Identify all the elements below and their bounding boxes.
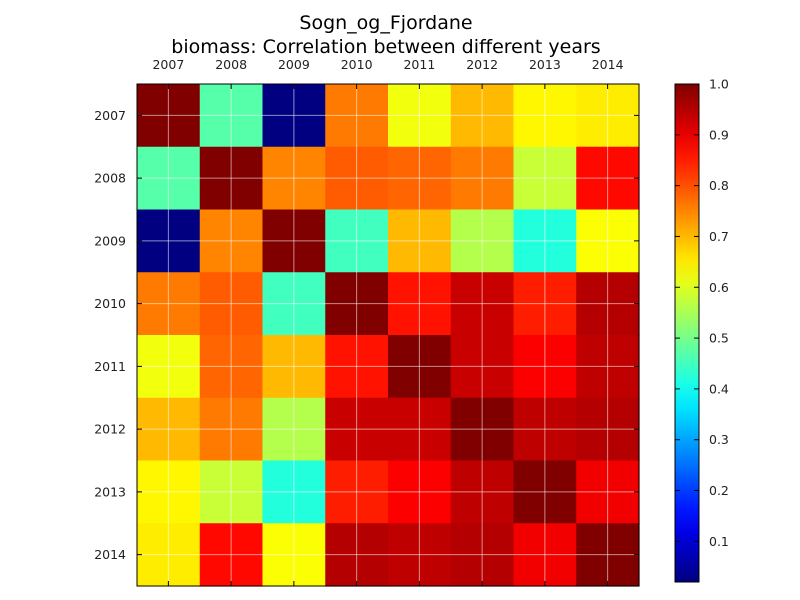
- chart-title: Sogn_og_Fjordane: [299, 12, 473, 34]
- chart-subtitle: biomass: Correlation between different y…: [171, 36, 601, 58]
- x-tick-label: 2009: [278, 57, 310, 72]
- x-tick-label: 2007: [152, 57, 184, 72]
- y-tick-label: 2014: [94, 547, 126, 562]
- x-tick-label: 2014: [592, 57, 624, 72]
- colorbar-tick-label: 0.2: [709, 483, 729, 498]
- x-tick-label: 2012: [466, 57, 498, 72]
- colorbar-tick-label: 0.9: [709, 127, 729, 142]
- y-tick-label: 2011: [94, 359, 126, 374]
- y-tick-label: 2008: [94, 171, 126, 186]
- y-tick-label: 2007: [94, 108, 126, 123]
- colorbar-tick-label: 0.3: [709, 432, 729, 447]
- x-tick-label: 2011: [403, 57, 435, 72]
- plot-frame: [136, 83, 640, 587]
- colorbar-tick-label: 0.5: [709, 331, 729, 346]
- y-tick-label: 2009: [94, 233, 126, 248]
- x-tick-label: 2008: [215, 57, 247, 72]
- colorbar-tick-label: 1.0: [709, 77, 729, 92]
- colorbar-tick-label: 0.7: [709, 229, 729, 244]
- tick-labels: 2007 2008 2009 2010 2011 2012 2013 2014 2007 2008…: [94, 57, 623, 562]
- colorbar-tick-label: 0.4: [709, 381, 729, 396]
- heatmap-cells: [137, 84, 640, 587]
- x-tick-label: 2010: [341, 57, 373, 72]
- colorbar-tick-label: 0.1: [709, 534, 729, 549]
- axis-ticks: [137, 84, 639, 586]
- colorbar-gradient: [674, 83, 700, 583]
- colorbar: 0.1 0.2 0.3 0.4 0.5 0.6 0.7 0.8 0.9 1.0: [674, 77, 729, 583]
- colorbar-tick-label: 0.8: [709, 178, 729, 193]
- x-tick-label: 2013: [529, 57, 561, 72]
- colorbar-tick-label: 0.6: [709, 280, 729, 295]
- y-tick-label: 2013: [94, 484, 126, 499]
- y-tick-label: 2010: [94, 296, 126, 311]
- grid-lines: [137, 84, 639, 586]
- y-tick-label: 2012: [94, 422, 126, 437]
